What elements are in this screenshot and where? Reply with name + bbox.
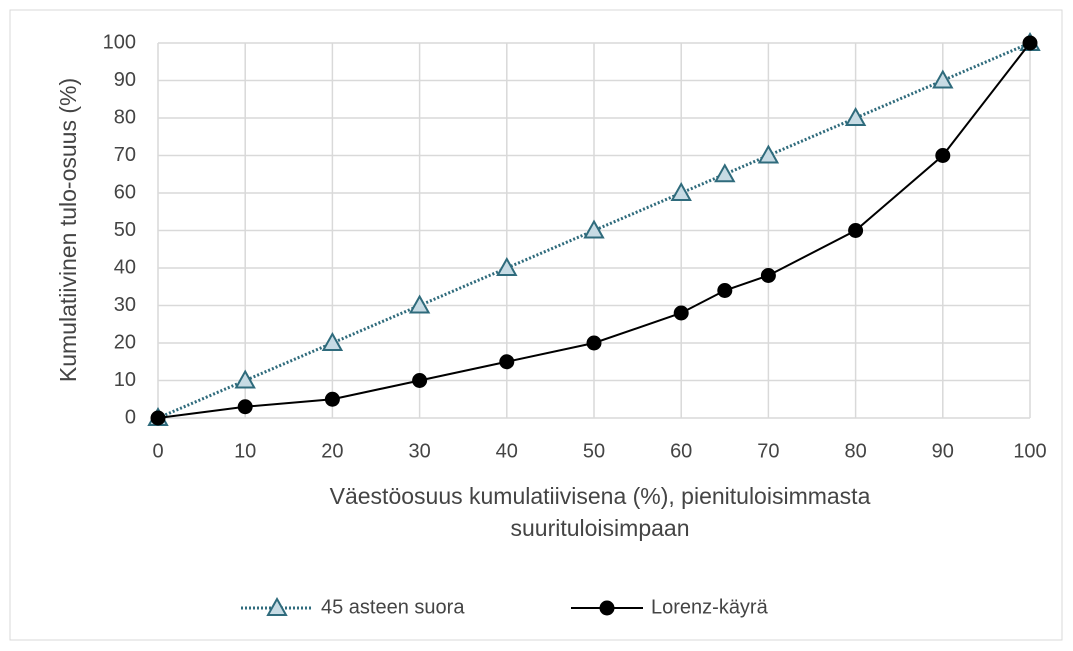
x-tick-label: 80 xyxy=(844,440,866,462)
x-tick-label: 10 xyxy=(234,440,256,462)
y-tick-label: 20 xyxy=(114,331,136,353)
marker xyxy=(670,181,692,201)
y-tick-label: 50 xyxy=(114,219,136,241)
y-tick-label: 40 xyxy=(114,256,136,278)
marker xyxy=(266,596,288,616)
x-tick-label: 40 xyxy=(496,440,518,462)
marker xyxy=(673,305,689,321)
marker xyxy=(408,294,431,314)
x-tick-label: 0 xyxy=(152,440,163,462)
x-tick-label: 60 xyxy=(670,440,692,462)
legend-label: 45 asteen suora xyxy=(321,596,465,618)
marker xyxy=(234,369,256,389)
y-tick-label: 70 xyxy=(114,144,136,166)
legend-item: Lorenz-käyrä xyxy=(571,596,769,618)
marker xyxy=(496,256,518,276)
marker xyxy=(321,331,344,351)
x-tick-label: 20 xyxy=(321,440,343,462)
marker xyxy=(848,223,864,238)
y-tick-label: 80 xyxy=(114,106,136,128)
marker xyxy=(583,219,605,239)
y-tick-label: 60 xyxy=(114,181,136,203)
x-tick-label: 30 xyxy=(408,440,430,462)
marker xyxy=(586,335,602,351)
series-line xyxy=(157,42,1031,419)
y-tick-label: 0 xyxy=(125,406,136,428)
marker xyxy=(935,148,951,163)
legend-label: Lorenz-käyrä xyxy=(651,596,769,618)
marker xyxy=(844,106,867,126)
marker xyxy=(932,69,954,89)
marker xyxy=(412,373,428,388)
y-tick-label: 10 xyxy=(114,369,136,391)
marker xyxy=(499,354,515,370)
marker xyxy=(150,410,166,426)
marker xyxy=(1022,35,1038,51)
marker xyxy=(599,600,615,616)
y-tick-label: 90 xyxy=(114,69,136,91)
chart-border xyxy=(9,9,1063,641)
y-tick-label: 30 xyxy=(114,294,136,316)
legend: 45 asteen suora Lorenz-käyrä xyxy=(241,596,769,618)
x-tick-label: 70 xyxy=(757,440,779,462)
y-tick-label: 100 xyxy=(103,31,136,53)
x-tick-label: 50 xyxy=(583,440,605,462)
y-axis-label: Kumulatiivinen tulo-osuus (%) xyxy=(55,78,81,382)
x-tick-label: 100 xyxy=(1013,440,1046,462)
legend-item: 45 asteen suora xyxy=(241,596,465,618)
marker xyxy=(760,268,776,283)
x-axis-label: Väestöosuus kumulatiivisena (%), pienitu… xyxy=(329,483,871,541)
marker xyxy=(324,391,340,407)
marker xyxy=(714,163,736,183)
marker xyxy=(237,399,253,415)
marker xyxy=(757,144,780,164)
marker xyxy=(717,283,733,298)
x-tick-label: 90 xyxy=(932,440,954,462)
